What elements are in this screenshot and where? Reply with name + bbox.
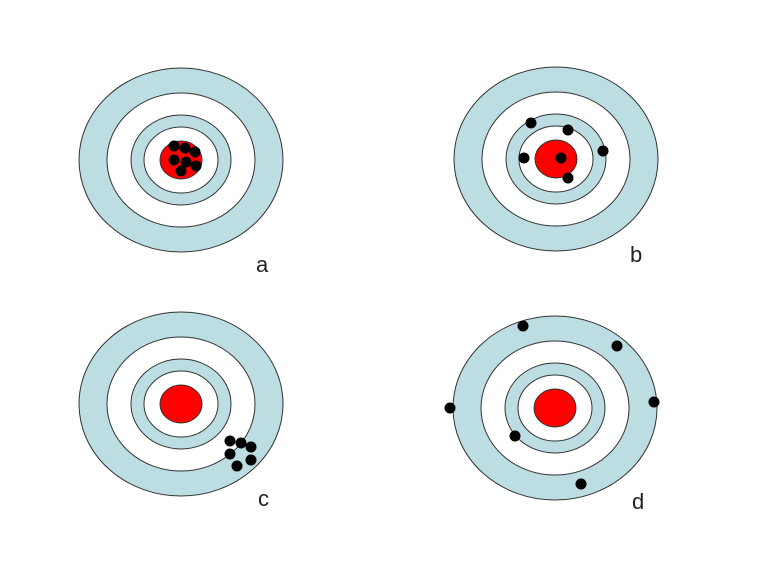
target-label-b: b xyxy=(630,242,642,267)
target-a-hit-mark xyxy=(180,156,192,168)
target-c-hit-mark xyxy=(245,441,257,453)
target-d-hit-mark xyxy=(517,320,529,332)
target-d-hit-mark xyxy=(444,402,456,414)
labels-layer: a b c d xyxy=(256,242,644,514)
target-d-bullseye xyxy=(533,388,577,428)
target-d-hit-mark xyxy=(611,340,623,352)
target-d-hit-mark xyxy=(509,430,521,442)
target-b-hit-mark xyxy=(518,152,530,164)
target-a xyxy=(78,67,284,253)
target-label-a: a xyxy=(256,252,269,277)
target-label-c: c xyxy=(258,486,269,511)
target-a-hit-mark xyxy=(168,154,180,166)
target-c-bullseye xyxy=(159,384,203,424)
target-c-hit-mark xyxy=(235,437,247,449)
target-d-hit-mark xyxy=(648,396,660,408)
target-d-hit-mark xyxy=(575,478,587,490)
target-b-hit-mark xyxy=(562,172,574,184)
target-c-hit-mark xyxy=(224,448,236,460)
target-b-hit-mark xyxy=(525,117,537,129)
target-b-hit-mark xyxy=(597,145,609,157)
target-a-hit-mark xyxy=(168,140,180,152)
targets-layer xyxy=(78,66,660,501)
target-b xyxy=(453,66,659,252)
target-b-hit-mark xyxy=(562,124,574,136)
target-a-hit-mark xyxy=(179,142,191,154)
target-c xyxy=(78,311,284,497)
target-label-d: d xyxy=(632,489,644,514)
target-c-hit-mark xyxy=(245,454,257,466)
target-a-hit-mark xyxy=(175,165,187,177)
target-b-hit-mark xyxy=(555,152,567,164)
target-a-hit-mark xyxy=(189,146,201,158)
target-a-hit-mark xyxy=(190,160,202,172)
target-d xyxy=(444,315,660,501)
target-c-hit-mark xyxy=(224,435,236,447)
target-c-hit-mark xyxy=(231,460,243,472)
